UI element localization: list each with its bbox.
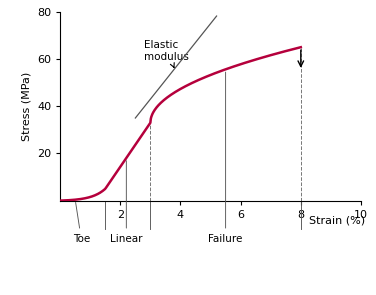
Text: Toe: Toe xyxy=(73,202,90,244)
Text: Linear: Linear xyxy=(110,161,143,244)
Y-axis label: Stress (MPa): Stress (MPa) xyxy=(21,72,32,141)
X-axis label: Strain (%): Strain (%) xyxy=(309,216,365,226)
Text: Elastic
modulus: Elastic modulus xyxy=(144,40,189,68)
Text: Failure: Failure xyxy=(208,72,243,244)
